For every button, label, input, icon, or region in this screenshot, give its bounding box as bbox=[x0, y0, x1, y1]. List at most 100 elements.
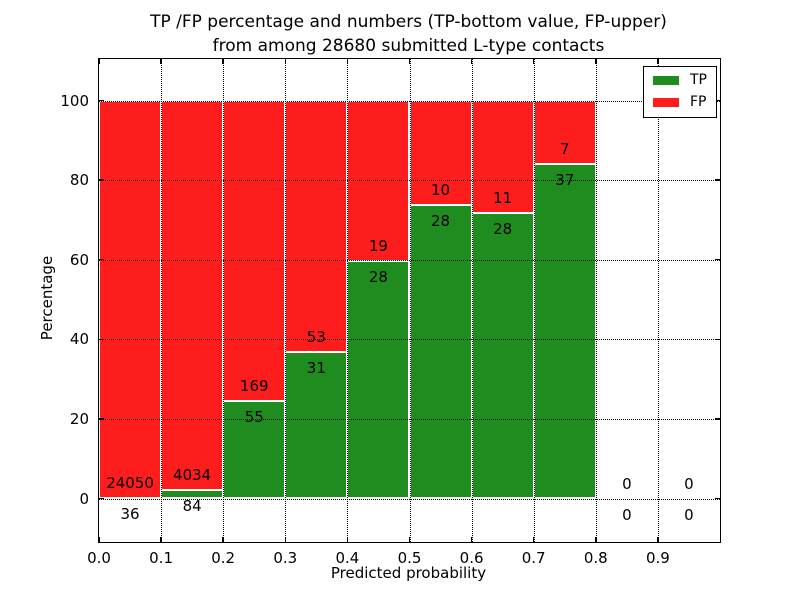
bar-fp-segment bbox=[533, 100, 596, 164]
chart-title: TP /FP percentage and numbers (TP-bottom… bbox=[98, 10, 719, 58]
tp-count-label: 28 bbox=[368, 268, 388, 287]
x-tick-top bbox=[160, 59, 162, 64]
x-tick-label: 0.6 bbox=[459, 549, 484, 567]
x-tick-top bbox=[595, 59, 597, 64]
grid-line-vertical bbox=[533, 59, 535, 542]
x-tick-top bbox=[98, 59, 100, 64]
bar-fp-segment bbox=[285, 100, 348, 352]
chart-title-line2: from among 28680 submitted L-type contac… bbox=[212, 36, 605, 56]
bar-fp-segment bbox=[223, 100, 286, 401]
y-tick-right bbox=[715, 99, 720, 102]
bar-tp-segment bbox=[409, 205, 472, 499]
legend-item-fp: FP bbox=[653, 95, 707, 109]
fp-count-label: 19 bbox=[368, 237, 388, 256]
grid-line-vertical bbox=[409, 59, 411, 542]
grid-line-vertical bbox=[285, 59, 287, 542]
y-tick-label: 20 bbox=[69, 409, 89, 428]
tp-count-label: 0 bbox=[622, 505, 632, 524]
x-axis-label: Predicted probability bbox=[330, 564, 487, 582]
tp-swatch-icon bbox=[653, 75, 679, 85]
fp-count-label: 11 bbox=[493, 188, 513, 207]
x-tick-bottom bbox=[284, 537, 287, 542]
grid-line-vertical bbox=[471, 59, 473, 542]
bar-tp-segment bbox=[285, 351, 348, 499]
x-tick-bottom bbox=[408, 537, 411, 542]
fp-count-label: 7 bbox=[559, 139, 570, 158]
x-tick-bottom bbox=[98, 537, 100, 542]
bar-tp-segment bbox=[223, 400, 286, 499]
x-tick-label: 0.2 bbox=[211, 549, 236, 567]
y-tick-right bbox=[715, 338, 720, 341]
fp-count-label: 4034 bbox=[173, 466, 212, 485]
x-tick-top bbox=[470, 59, 473, 64]
legend-label-tp: TP bbox=[690, 72, 707, 88]
x-tick-top bbox=[284, 59, 287, 64]
plot-area: TP FP 24050 36 4034 84 169 55 53 31 19 28 10 28 11 28… bbox=[60, 58, 721, 567]
tp-count-label: 28 bbox=[493, 219, 513, 238]
tp-count-label: 0 bbox=[684, 505, 694, 524]
x-tick-bottom bbox=[346, 537, 349, 542]
x-tick-top bbox=[657, 59, 659, 64]
tp-count-label: 36 bbox=[120, 504, 140, 523]
x-tick-label: 0.0 bbox=[87, 549, 111, 567]
y-tick-label: 40 bbox=[69, 330, 89, 349]
tp-count-label: 28 bbox=[431, 212, 451, 231]
fp-swatch-icon bbox=[653, 97, 679, 107]
bar-fp-segment bbox=[161, 100, 224, 491]
x-tick-top bbox=[222, 59, 224, 64]
x-tick-label: 0.3 bbox=[273, 549, 298, 567]
x-tick-label: 0.1 bbox=[149, 549, 174, 567]
x-tick-bottom bbox=[595, 537, 597, 542]
x-tick-top bbox=[532, 59, 535, 64]
x-tick-top bbox=[408, 59, 411, 64]
y-tick-left bbox=[99, 258, 104, 261]
grid-line-vertical bbox=[347, 59, 349, 542]
y-tick-right bbox=[715, 258, 720, 261]
grid-line-vertical bbox=[223, 59, 225, 542]
fp-count-label: 0 bbox=[684, 474, 694, 493]
grid-line-vertical bbox=[657, 59, 659, 542]
tp-count-label: 37 bbox=[555, 170, 575, 189]
y-tick-label: 80 bbox=[69, 171, 89, 190]
x-tick-label: 0.5 bbox=[397, 549, 422, 567]
y-tick-left bbox=[99, 99, 104, 102]
x-tick-bottom bbox=[222, 537, 224, 542]
x-tick-bottom bbox=[470, 537, 473, 542]
fp-count-label: 24050 bbox=[106, 473, 154, 492]
y-tick-left bbox=[99, 179, 104, 181]
legend-label-fp: FP bbox=[690, 94, 707, 110]
x-tick-label: 0.9 bbox=[645, 549, 670, 567]
grid-line-vertical bbox=[595, 59, 597, 542]
y-tick-left bbox=[99, 418, 104, 420]
x-tick-top bbox=[346, 59, 349, 64]
grid-line-vertical bbox=[161, 59, 163, 542]
x-tick-label: 0.8 bbox=[583, 549, 608, 567]
fp-count-label: 169 bbox=[239, 376, 269, 395]
x-tick-bottom bbox=[160, 537, 162, 542]
bar-tp-segment bbox=[533, 163, 596, 499]
fp-count-label: 53 bbox=[306, 327, 326, 346]
legend: TP FP bbox=[643, 66, 717, 118]
bar-tp-segment bbox=[347, 261, 410, 499]
x-tick-bottom bbox=[657, 537, 659, 542]
bar-tp-segment bbox=[471, 212, 534, 499]
legend-item-tp: TP bbox=[653, 73, 707, 87]
y-tick-right bbox=[715, 418, 720, 420]
fp-count-label: 10 bbox=[431, 181, 451, 200]
y-tick-right bbox=[715, 179, 720, 181]
y-tick-right bbox=[715, 497, 720, 500]
y-tick-left bbox=[99, 338, 104, 341]
y-tick-left bbox=[99, 497, 104, 500]
bar-fp-segment bbox=[409, 100, 472, 206]
tp-count-label: 55 bbox=[244, 407, 264, 426]
x-tick-label: 0.7 bbox=[521, 549, 546, 567]
y-tick-label: 60 bbox=[69, 250, 89, 269]
tp-count-label: 84 bbox=[182, 497, 202, 516]
y-tick-label: 0 bbox=[79, 489, 89, 508]
x-tick-bottom bbox=[532, 537, 535, 542]
y-tick-label: 100 bbox=[60, 91, 89, 110]
fp-count-label: 0 bbox=[622, 474, 632, 493]
bar-fp-segment bbox=[99, 100, 162, 498]
x-tick-label: 0.4 bbox=[335, 549, 360, 567]
